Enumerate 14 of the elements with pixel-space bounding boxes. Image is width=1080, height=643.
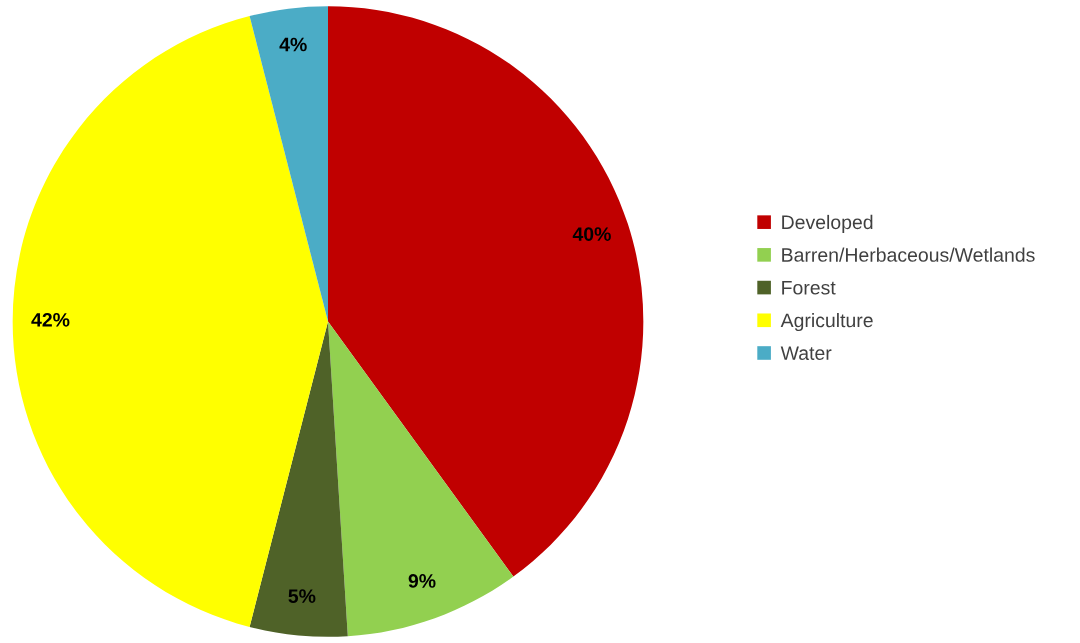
data-label: 4% bbox=[279, 37, 307, 52]
legend-label: Forest bbox=[782, 281, 836, 295]
legend-label: Developed bbox=[782, 214, 873, 233]
legend-label: Agriculture bbox=[780, 313, 873, 332]
pie-slice bbox=[12, 16, 328, 627]
data-label: 42% bbox=[31, 312, 70, 327]
data-label: 9% bbox=[408, 574, 436, 588]
pie-slice bbox=[328, 321, 514, 637]
data-label: 5% bbox=[288, 589, 316, 603]
data-label: 40% bbox=[572, 227, 611, 241]
pie-slice bbox=[249, 321, 348, 637]
legend-label: Barren/Herbaceous/Wetlands bbox=[782, 247, 1035, 262]
pie-slice bbox=[249, 6, 328, 322]
legend-label: Water bbox=[780, 346, 832, 360]
